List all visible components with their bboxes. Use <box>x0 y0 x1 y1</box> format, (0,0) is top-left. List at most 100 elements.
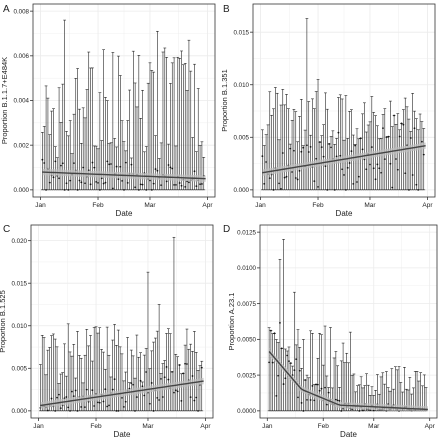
panel-D: 0.0000 0.0025 0.0050 0.0075 0.0100 0.0125 Jan F… <box>227 224 438 437</box>
y-tick-label: 0.020 <box>12 238 28 245</box>
data-point <box>199 183 201 186</box>
data-point <box>354 144 357 147</box>
x-tick-label: Jan <box>262 423 273 430</box>
panel-A: 0.000 0.002 0.004 0.006 0.008 Jan Feb Mar Apr Dat… <box>0 3 216 218</box>
data-point <box>165 366 168 368</box>
data-point <box>340 409 343 412</box>
data-point <box>141 385 144 388</box>
data-point <box>160 184 163 187</box>
data-point <box>82 166 85 169</box>
panel-border <box>30 224 214 419</box>
data-point <box>195 185 198 188</box>
data-point <box>171 167 174 170</box>
data-point <box>322 155 325 158</box>
data-point <box>200 366 203 369</box>
data-point <box>316 383 319 386</box>
data-point <box>201 183 203 185</box>
data-point <box>180 399 183 402</box>
data-point <box>123 188 125 191</box>
data-point <box>78 179 81 182</box>
data-point <box>369 163 371 166</box>
data-point <box>180 184 183 187</box>
data-point <box>119 165 122 168</box>
data-point <box>359 137 362 140</box>
data-point <box>69 409 71 412</box>
data-point <box>93 166 96 169</box>
data-point <box>134 186 137 189</box>
data-point <box>339 154 342 157</box>
error-bar <box>200 360 204 412</box>
data-point <box>335 155 338 158</box>
data-point <box>171 371 173 373</box>
data-point <box>152 182 155 185</box>
data-point <box>318 141 321 143</box>
data-point <box>167 378 170 381</box>
data-point <box>315 383 317 386</box>
data-point <box>305 144 308 147</box>
data-point <box>341 168 344 171</box>
data-point <box>296 178 299 181</box>
data-point <box>58 393 60 396</box>
data-point <box>395 158 397 160</box>
data-point <box>121 180 124 182</box>
x-tick-label: Mar <box>144 202 156 209</box>
data-point <box>145 371 148 373</box>
data-point <box>402 123 405 126</box>
data-point <box>313 399 316 402</box>
data-point <box>184 185 187 188</box>
error-bar <box>202 156 206 191</box>
panel-B: 0.000 0.005 0.010 0.015 Jan Feb Mar Apr Date Prop… <box>220 3 436 218</box>
data-point <box>326 188 329 191</box>
data-point <box>293 369 296 372</box>
data-point <box>113 378 116 381</box>
y-axis-title: Proportion B.1.1.7+E484K <box>0 57 9 144</box>
data-point <box>320 146 323 149</box>
data-point <box>361 148 364 151</box>
data-point <box>41 158 44 161</box>
data-point <box>63 188 66 191</box>
data-point <box>108 404 110 407</box>
data-point <box>283 176 286 179</box>
data-point <box>309 399 312 401</box>
data-point <box>365 168 368 171</box>
y-axis-title: Proportion A.23.1 <box>227 293 236 351</box>
data-point <box>374 178 377 181</box>
data-point <box>182 372 185 375</box>
data-point <box>89 183 92 186</box>
data-point <box>104 181 107 184</box>
y-tick-label: 0.0125 <box>237 229 256 236</box>
data-point <box>145 188 148 191</box>
y-tick-label: 0.015 <box>234 29 250 36</box>
data-point <box>80 181 83 184</box>
data-point <box>174 389 177 392</box>
trend-line <box>40 380 204 407</box>
data-point <box>317 186 319 188</box>
trend-line <box>262 145 426 174</box>
data-point <box>91 389 94 392</box>
data-point <box>100 177 103 180</box>
data-point <box>280 347 283 350</box>
data-point <box>176 390 179 393</box>
data-point <box>268 361 271 364</box>
data-point <box>111 388 114 391</box>
data-point <box>158 399 161 401</box>
x-tick-label: Mar <box>364 202 376 209</box>
data-point <box>106 405 109 408</box>
data-point <box>169 166 172 169</box>
data-point <box>306 398 308 401</box>
data-point <box>330 146 332 149</box>
data-point <box>417 188 420 191</box>
data-point <box>320 387 323 390</box>
data-point <box>108 163 111 166</box>
data-point <box>197 409 199 412</box>
data-point <box>333 188 336 191</box>
y-tick-label: 0.000 <box>12 408 28 415</box>
data-point <box>324 165 327 167</box>
data-point <box>304 379 307 381</box>
x-tick-label: Feb <box>92 202 104 209</box>
y-axis-title: Proportion B.1.351 <box>220 69 229 132</box>
data-point <box>389 162 392 165</box>
data-point <box>91 161 94 164</box>
data-point <box>376 163 379 166</box>
x-axis-title: Date <box>340 430 357 437</box>
